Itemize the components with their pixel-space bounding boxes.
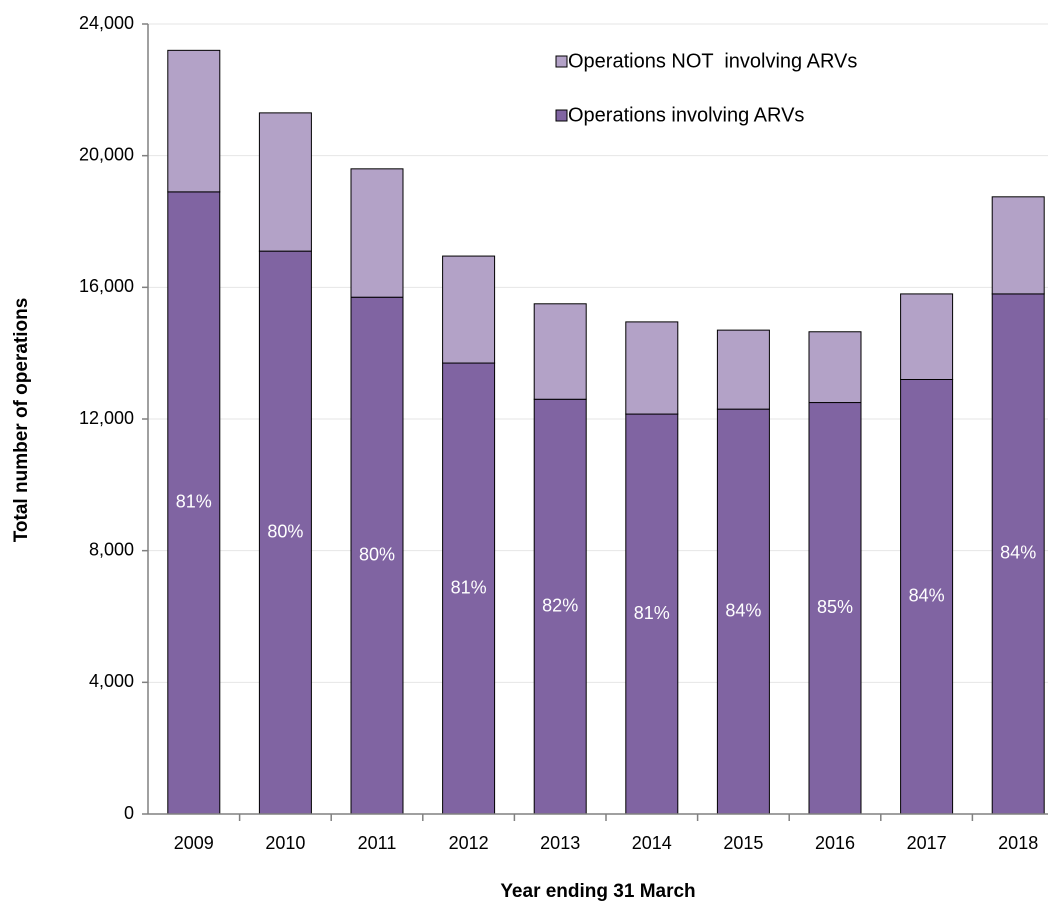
x-axis-title: Year ending 31 March bbox=[500, 881, 695, 902]
share-label: 84% bbox=[909, 586, 945, 606]
y-tick-label: 24,000 bbox=[79, 13, 134, 33]
bar-segment bbox=[625, 321, 679, 415]
bar-segment bbox=[258, 250, 312, 815]
bar-segment bbox=[350, 168, 404, 298]
share-label: 84% bbox=[1000, 543, 1036, 563]
bar-segment bbox=[533, 303, 587, 400]
bar-segment bbox=[167, 191, 221, 815]
x-tick-label: 2018 bbox=[998, 833, 1038, 853]
bar-segment bbox=[258, 112, 312, 252]
bar-segment bbox=[900, 293, 954, 380]
x-tick-label: 2015 bbox=[723, 833, 763, 853]
bar-segment bbox=[533, 398, 587, 815]
y-tick-label: 12,000 bbox=[79, 408, 134, 428]
bar-segment bbox=[808, 402, 862, 815]
legend-swatch bbox=[555, 109, 568, 122]
bar-segment bbox=[625, 413, 679, 815]
y-tick-label: 20,000 bbox=[79, 144, 134, 164]
bar-segment bbox=[442, 362, 496, 815]
share-label: 84% bbox=[725, 600, 761, 620]
x-tick-label: 2011 bbox=[358, 833, 397, 853]
x-tick-label: 2016 bbox=[815, 833, 855, 853]
x-tick-label: 2013 bbox=[540, 833, 580, 853]
legend-label: Operations NOT involving ARVs bbox=[568, 50, 857, 72]
x-tick-label: 2012 bbox=[449, 833, 489, 853]
bar-segment bbox=[716, 329, 770, 410]
x-tick-label: 2009 bbox=[174, 833, 214, 853]
bar-segment bbox=[442, 255, 496, 364]
x-tick-label: 2010 bbox=[265, 833, 305, 853]
y-axis-title: Total number of operations bbox=[11, 298, 32, 543]
legend-label: Operations involving ARVs bbox=[568, 104, 804, 126]
x-tick-label: 2014 bbox=[632, 833, 672, 853]
bar-segment bbox=[991, 196, 1045, 295]
share-label: 80% bbox=[267, 521, 303, 541]
bar-segment bbox=[808, 331, 862, 404]
share-label: 82% bbox=[542, 595, 578, 615]
legend-swatch bbox=[555, 55, 568, 68]
y-tick-label: 0 bbox=[124, 803, 134, 823]
share-label: 85% bbox=[817, 597, 853, 617]
share-label: 80% bbox=[359, 544, 395, 564]
share-label: 81% bbox=[451, 577, 487, 597]
share-label: 81% bbox=[176, 492, 212, 512]
bar-segment bbox=[716, 408, 770, 815]
bar-segment bbox=[167, 49, 221, 193]
y-tick-label: 4,000 bbox=[89, 671, 134, 691]
x-tick-label: 2017 bbox=[907, 833, 947, 853]
bar-segment bbox=[350, 296, 404, 815]
share-label: 81% bbox=[634, 603, 670, 623]
y-tick-label: 8,000 bbox=[89, 539, 134, 559]
bar-segment bbox=[991, 293, 1045, 815]
y-tick-label: 16,000 bbox=[79, 276, 134, 296]
bar-segment bbox=[900, 379, 954, 815]
